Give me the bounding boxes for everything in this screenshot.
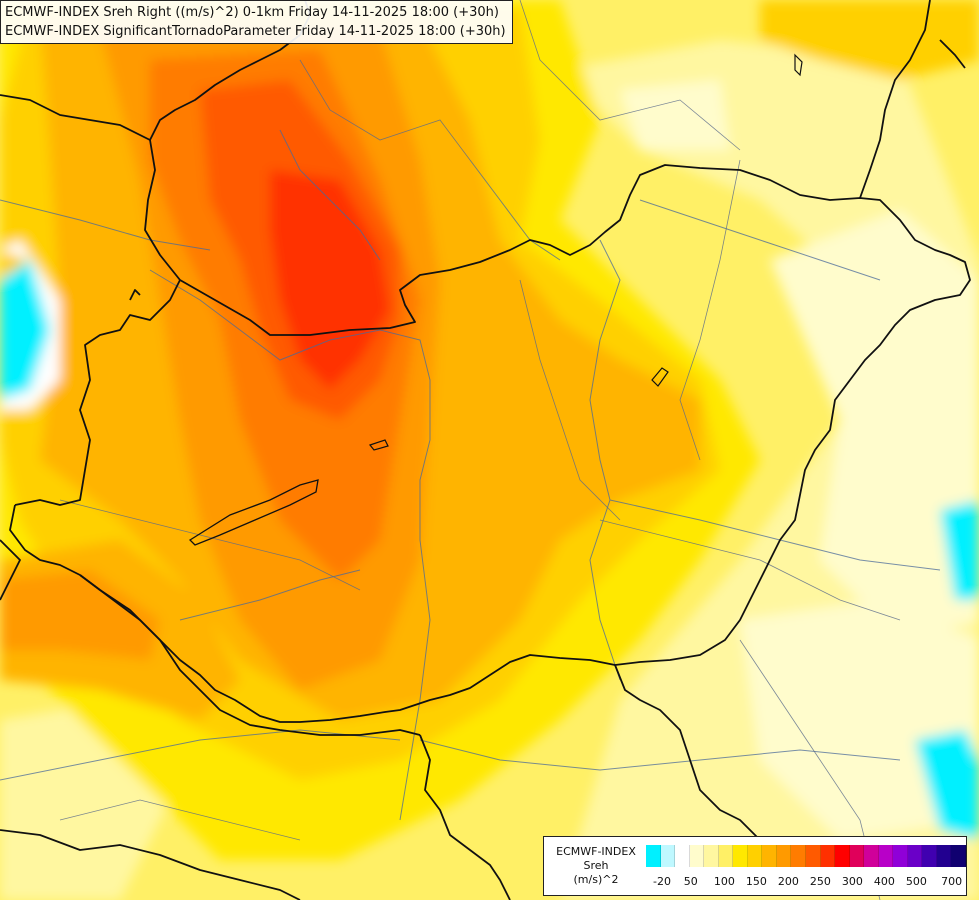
border-bosnia bbox=[0, 829, 301, 900]
field-white-west bbox=[0, 240, 60, 410]
river-tisza bbox=[589, 239, 621, 681]
legend-swatch bbox=[762, 845, 777, 867]
border-ukraine bbox=[859, 0, 931, 199]
legend-swatch bbox=[704, 845, 719, 867]
legend-swatch bbox=[893, 845, 908, 867]
legend-swatch bbox=[718, 845, 734, 867]
border-regional-1 bbox=[519, 0, 741, 151]
border-regional-8 bbox=[59, 799, 301, 841]
field-pale-east bbox=[770, 210, 979, 640]
legend-ticks: -20 50 100 150 200 250 300 400 500 700 bbox=[646, 875, 966, 889]
field-cyan-southeast bbox=[915, 730, 979, 840]
legend-swatch bbox=[733, 845, 748, 867]
legend-swatch bbox=[835, 845, 850, 867]
color-legend: ECMWF-INDEX Sreh (m/s)^2 -20 50 100 150 200 2… bbox=[543, 836, 967, 896]
river-danube bbox=[149, 269, 431, 821]
legend-swatch bbox=[820, 845, 836, 867]
legend-swatch bbox=[646, 845, 661, 867]
legend-tick-label: 200 bbox=[777, 875, 799, 888]
header-line-sreh: ECMWF-INDEX Sreh Right ((m/s)^2) 0-1km F… bbox=[5, 5, 499, 20]
legend-swatch bbox=[878, 845, 894, 867]
river-west bbox=[0, 199, 211, 251]
legend-swatch bbox=[864, 845, 879, 867]
river-north bbox=[279, 129, 381, 261]
legend-swatch bbox=[660, 845, 676, 867]
field-orange2-southwest bbox=[0, 570, 160, 660]
legend-swatch bbox=[791, 845, 807, 867]
legend-tick-label: -20 bbox=[653, 875, 671, 888]
border-serbia-west bbox=[419, 734, 511, 900]
legend-swatch bbox=[776, 845, 792, 867]
lake-north bbox=[794, 53, 803, 77]
border-small-1 bbox=[129, 289, 141, 301]
legend-tick-label: 250 bbox=[809, 875, 831, 888]
field-amber-northeast bbox=[760, 0, 979, 80]
rivers bbox=[0, 129, 941, 821]
legend-swatch bbox=[675, 845, 690, 867]
header-line-stp: ECMWF-INDEX SignificantTornadoParameter … bbox=[5, 24, 506, 39]
legend-tick-label: 500 bbox=[905, 875, 927, 888]
legend-tick-label: 100 bbox=[713, 875, 735, 888]
river-sava bbox=[0, 729, 401, 781]
border-regional-3 bbox=[679, 159, 741, 461]
field-pale-north bbox=[620, 80, 730, 150]
legend-title: ECMWF-INDEX Sreh (m/s)^2 bbox=[548, 845, 644, 887]
legend-swatch bbox=[849, 845, 865, 867]
border-austria-west bbox=[14, 279, 181, 506]
river-south bbox=[419, 739, 901, 771]
border-romania-south bbox=[614, 664, 781, 851]
border-regional-5 bbox=[59, 499, 361, 591]
lake-balaton bbox=[188, 479, 319, 546]
legend-swatch bbox=[806, 845, 821, 867]
border-slovenia bbox=[9, 504, 81, 576]
map-header: ECMWF-INDEX Sreh Right ((m/s)^2) 0-1km F… bbox=[0, 0, 513, 44]
legend-tick-label: 150 bbox=[745, 875, 767, 888]
border-regional-6 bbox=[599, 519, 901, 621]
legend-swatch bbox=[936, 845, 952, 867]
legend-color-scale bbox=[646, 845, 967, 867]
regional-borders bbox=[59, 0, 901, 900]
field-cyan-east bbox=[940, 500, 979, 600]
legend-tick-label: 50 bbox=[683, 875, 698, 888]
border-regional-2 bbox=[299, 59, 471, 161]
lake-small bbox=[368, 439, 389, 451]
field-pale-southeast bbox=[740, 600, 979, 840]
border-hungary bbox=[79, 164, 971, 723]
legend-title-unit: (m/s)^2 bbox=[573, 873, 619, 886]
legend-swatch bbox=[747, 845, 763, 867]
legend-tick-label: 400 bbox=[873, 875, 895, 888]
legend-swatch bbox=[907, 845, 923, 867]
legend-tick-label: 700 bbox=[941, 875, 963, 888]
border-slovenia-2 bbox=[0, 539, 21, 601]
border-ukraine-2 bbox=[939, 39, 966, 69]
border-croatia-north bbox=[79, 574, 421, 736]
legend-title-model: ECMWF-INDEX bbox=[556, 845, 636, 858]
field-cyan-west bbox=[0, 260, 50, 400]
border-austria-north bbox=[144, 139, 181, 281]
legend-title-param: Sreh bbox=[583, 859, 609, 872]
legend-swatch bbox=[951, 845, 967, 867]
river-drava bbox=[179, 569, 361, 621]
legend-tick-label: 300 bbox=[841, 875, 863, 888]
lake-tisza bbox=[651, 367, 669, 387]
river-east bbox=[639, 199, 881, 281]
legend-swatch bbox=[922, 845, 937, 867]
legend-swatch bbox=[689, 845, 705, 867]
river-northeast bbox=[469, 159, 561, 261]
border-regional-4 bbox=[519, 279, 621, 521]
